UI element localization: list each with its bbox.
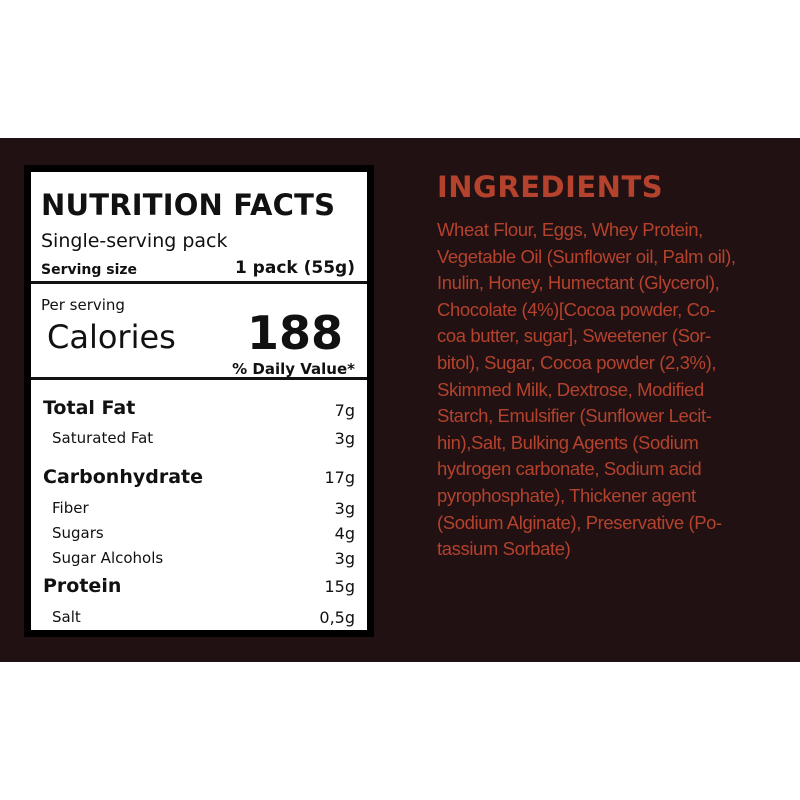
nutrient-label: Total Fat	[43, 397, 136, 419]
ingredients-text: Wheat Flour, Eggs, Whey Protein, Vegetab…	[437, 217, 736, 563]
ingredients-line: hydrogen carbonate, Sodium acid	[437, 458, 702, 480]
nutrient-value: 3g	[334, 429, 355, 448]
ingredients-line: Vegetable Oil (Sunflower oil, Palm oil),	[437, 245, 736, 267]
divider	[31, 377, 367, 380]
calories-label: Calories	[47, 318, 176, 356]
ingredients-line: Inulin, Honey, Humectant (Glycerol),	[437, 272, 720, 294]
nutrient-value: 7g	[334, 401, 355, 420]
ingredients-line: (Sodium Alginate), Preservative (Po-	[437, 511, 722, 533]
ingredients-line: bitol), Sugar, Cocoa powder (2,3%),	[437, 351, 717, 373]
nutrition-title: NUTRITION FACTS	[41, 188, 336, 222]
calories-value: 188	[246, 306, 343, 360]
ingredients-line: coa butter, sugar], Sweetener (Sor-	[437, 325, 711, 347]
nutrient-label: Sugar Alcohols	[52, 549, 164, 567]
daily-value-label: % Daily Value*	[232, 360, 355, 378]
nutrient-value: 4g	[334, 524, 355, 543]
nutrient-value: 3g	[334, 549, 355, 568]
ingredients-line: pyrophosphate), Thickener agent	[437, 484, 696, 506]
ingredients-line: hin),Salt, Bulking Agents (Sodium	[437, 431, 699, 453]
nutrient-value: 3g	[334, 499, 355, 518]
nutrient-label: Sugars	[52, 524, 104, 542]
nutrient-value: 0,5g	[319, 608, 355, 627]
nutrient-label: Protein	[43, 575, 122, 597]
serving-size-label: Serving size	[41, 262, 138, 278]
ingredients-line: tassium Sorbate)	[437, 538, 571, 560]
serving-subtitle: Single-serving pack	[41, 230, 228, 252]
per-serving-label: Per serving	[41, 296, 125, 314]
nutrient-label: Salt	[52, 608, 81, 626]
nutrient-value: 17g	[324, 468, 355, 487]
ingredients-line: Wheat Flour, Eggs, Whey Protein,	[437, 219, 703, 240]
ingredients-title: INGREDIENTS	[437, 170, 664, 204]
nutrient-label: Fiber	[52, 499, 89, 517]
nutrition-facts-label: NUTRITION FACTS Single-serving pack Serv…	[24, 165, 374, 637]
ingredients-line: Skimmed Milk, Dextrose, Modified	[437, 378, 704, 400]
nutrient-label: Saturated Fat	[52, 429, 154, 447]
ingredients-line: Chocolate (4%)[Cocoa powder, Co-	[437, 298, 716, 320]
serving-size-value: 1 pack (55g)	[234, 258, 355, 278]
nutrient-label: Carbonhydrate	[43, 466, 203, 488]
divider	[31, 281, 367, 284]
nutrient-value: 15g	[324, 577, 355, 596]
ingredients-line: Starch, Emulsifier (Sunflower Lecit-	[437, 405, 712, 427]
